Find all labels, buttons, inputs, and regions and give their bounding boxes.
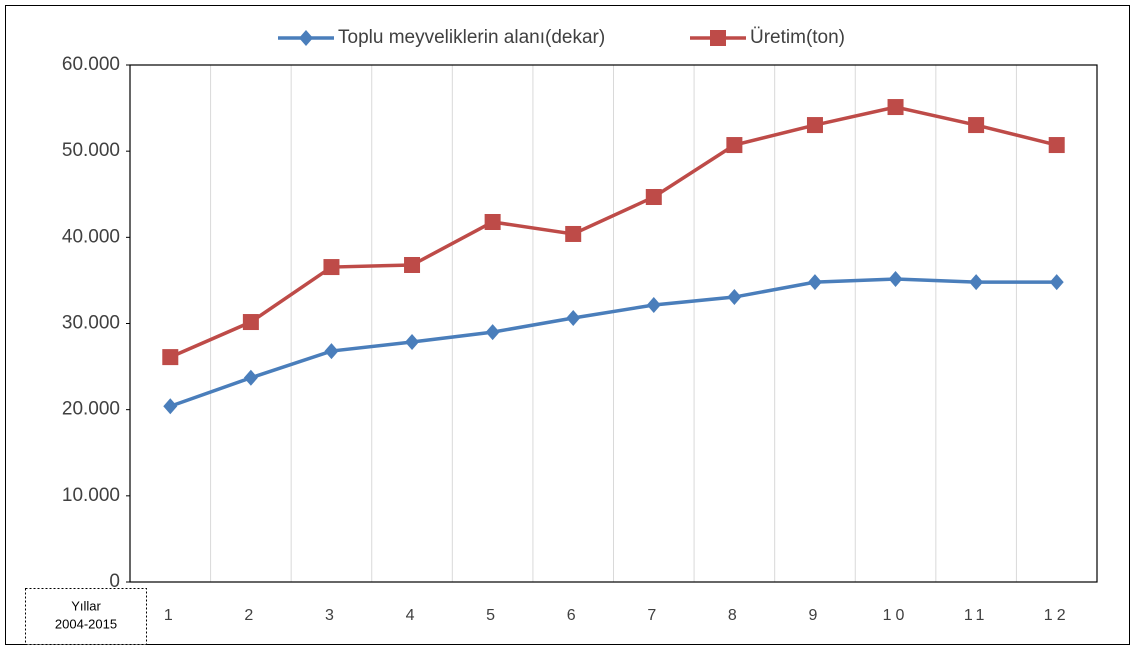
y-tick-label: 20.000	[62, 399, 120, 420]
y-tick-label: 60.000	[62, 54, 120, 75]
y-tick-label: 50.000	[62, 140, 120, 161]
data-point	[806, 117, 823, 134]
annotation-text: 2004-2015	[55, 616, 117, 631]
x-tick-label: 4	[406, 607, 419, 624]
data-point	[727, 289, 742, 306]
data-point	[888, 271, 903, 288]
y-tick-label: 10.000	[62, 485, 120, 506]
series-line	[169, 277, 1057, 408]
data-point	[566, 309, 581, 326]
y-tick-label: 30.000	[62, 313, 120, 334]
data-point	[969, 274, 984, 291]
data-point	[968, 117, 985, 134]
data-point	[243, 369, 258, 386]
data-point	[405, 334, 420, 351]
annotation-text: Yıllar	[71, 598, 101, 613]
x-tick-label: 12	[1044, 607, 1070, 624]
data-point	[484, 213, 501, 230]
legend-label: Toplu meyveliklerin alanı(dekar)	[338, 27, 605, 48]
y-tick-label: 40.000	[62, 226, 120, 247]
annotation-box	[25, 588, 147, 645]
series-line	[169, 105, 1058, 359]
data-point	[887, 99, 904, 116]
data-point	[645, 189, 662, 206]
x-tick-label: 3	[325, 607, 338, 624]
x-tick-label: 11	[964, 607, 989, 624]
data-point	[646, 296, 661, 313]
x-tick-label: 5	[486, 607, 499, 624]
data-point	[485, 324, 500, 341]
x-tick-label: 8	[728, 607, 741, 624]
x-tick-label: 6	[567, 607, 580, 624]
data-point	[404, 256, 421, 273]
data-point	[323, 259, 340, 276]
data-point	[1049, 274, 1064, 291]
y-tick-label: 0	[109, 571, 120, 592]
data-point	[807, 274, 822, 291]
data-point	[324, 343, 339, 360]
legend-label: Üretim(ton)	[750, 27, 845, 48]
data-point	[242, 314, 259, 331]
x-tick-label: 1	[164, 607, 177, 624]
x-tick-label: 7	[647, 607, 660, 624]
legend-marker	[710, 30, 726, 46]
x-tick-label: 9	[809, 607, 822, 624]
data-point	[162, 349, 179, 366]
x-tick-label: 10	[883, 607, 909, 624]
chart-border	[5, 5, 1130, 645]
data-point	[1048, 137, 1065, 154]
legend-marker	[299, 30, 313, 46]
data-point	[163, 398, 178, 415]
data-point	[726, 137, 743, 154]
data-point	[565, 225, 582, 242]
x-tick-label: 2	[244, 607, 257, 624]
